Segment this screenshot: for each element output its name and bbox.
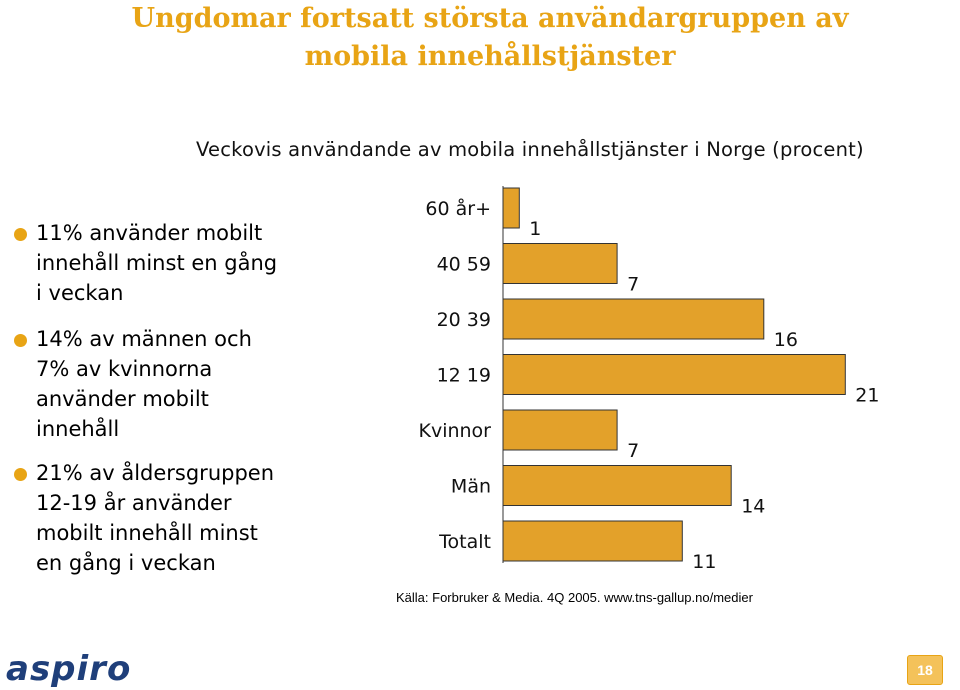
category-label: 40 59: [437, 254, 491, 276]
value-label: 7: [627, 274, 639, 296]
value-label: 1: [529, 218, 541, 240]
bar: [502, 409, 618, 451]
aspiro-logo: aspiro: [6, 650, 131, 689]
page-title: Ungdomar fortsatt största användargruppe…: [40, 0, 940, 76]
bullet-item: 21% av åldersgruppen 12-19 år använder m…: [14, 458, 374, 578]
bullet-line: 7% av kvinnorna: [36, 357, 213, 381]
bar: [502, 243, 618, 284]
bullet-line: 12-19 år använder: [36, 491, 232, 515]
bullet-list: 11% använder mobilt innehåll minst en gå…: [14, 218, 374, 596]
category-label: Totalt: [438, 531, 491, 553]
bar: [502, 520, 683, 562]
page-number: 18: [907, 655, 943, 685]
bullet-item: 11% använder mobilt innehåll minst en gå…: [14, 218, 374, 308]
bullet-line: 11% använder mobilt: [36, 221, 263, 245]
bar: [502, 465, 732, 506]
title-line-2: mobila innehållstjänster: [304, 41, 676, 72]
category-label: 20 39: [437, 309, 491, 331]
bullet-line: 21% av åldersgruppen: [36, 461, 275, 485]
bullet-line: i veckan: [36, 281, 124, 305]
bar-chart: 60 år+ 1 40 59 7 20 39 16 12 19 21 Kvinnor 7 Män 14…: [418, 186, 879, 573]
bullet-line: mobilt innehåll minst: [36, 521, 258, 545]
chart-title: Veckovis användande av mobila innehållst…: [196, 138, 864, 161]
category-label: Män: [451, 476, 491, 498]
bullet-line: 14% av männen och: [36, 327, 252, 351]
bullet-dot-icon: [14, 228, 27, 241]
logo-text: aspiro: [6, 650, 131, 689]
value-label: 21: [855, 385, 879, 407]
bullet-line: en gång i veckan: [36, 551, 216, 575]
bar: [502, 298, 765, 340]
value-label: 16: [774, 329, 798, 351]
title-line-1: Ungdomar fortsatt största användargruppe…: [131, 3, 849, 34]
bullet-item: 14% av männen och 7% av kvinnorna använd…: [14, 324, 374, 444]
bullet-dot-icon: [14, 334, 27, 347]
value-label: 7: [627, 440, 639, 462]
bullet-line: använder mobilt: [36, 387, 209, 411]
bullet-line: innehåll minst en gång: [36, 251, 278, 275]
category-label: 12 19: [437, 365, 491, 387]
bullet-line: innehåll: [36, 417, 120, 441]
category-label: 60 år+: [425, 197, 491, 220]
bar: [502, 354, 846, 395]
bullet-dot-icon: [14, 468, 27, 481]
category-label: Kvinnor: [418, 420, 491, 442]
source-note: Källa: Forbruker & Media. 4Q 2005. www.t…: [396, 590, 753, 605]
value-label: 14: [741, 496, 765, 518]
bar: [502, 187, 520, 229]
value-label: 11: [692, 551, 716, 573]
